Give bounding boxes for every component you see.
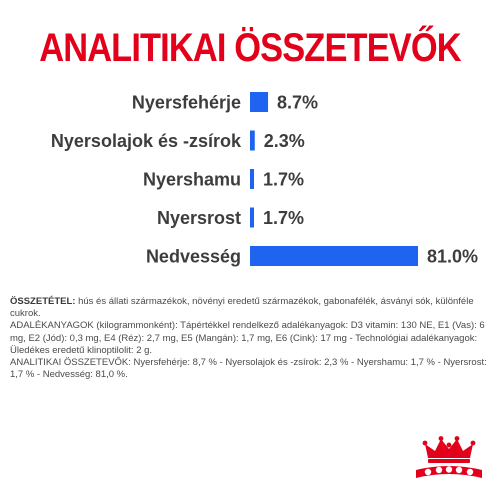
- category-label: Nedvesség: [146, 247, 241, 267]
- category-label: Nyersolajok és -zsírok: [51, 131, 242, 151]
- bar: [250, 246, 418, 266]
- category-label: Nyersrost: [157, 208, 241, 228]
- crown-icon: [422, 436, 476, 463]
- category-label: Nyershamu: [143, 170, 241, 190]
- analytic-components-chart: Nyersfehérje 8.7% Nyersolajok és -zsírok 2.…: [51, 92, 478, 267]
- bar: [250, 207, 254, 228]
- brand-logo: [416, 436, 482, 478]
- chart-marks: Nyersfehérje 8.7% Nyersolajok és -zsírok 2.…: [51, 92, 478, 267]
- value-label: 8.7%: [277, 93, 318, 113]
- composition-text: hús és állati származékok, növényi erede…: [10, 296, 474, 320]
- value-label: 2.3%: [264, 131, 305, 151]
- value-label: 81.0%: [427, 247, 478, 267]
- composition-label: ÖSSZETÉTEL:: [10, 296, 76, 307]
- category-label: Nyersfehérje: [132, 93, 241, 113]
- composition-info: ÖSSZETÉTEL: hús és állati származékok, n…: [10, 296, 488, 381]
- bar: [250, 130, 255, 151]
- bar: [250, 169, 254, 189]
- composition-paragraph: ÖSSZETÉTEL: hús és állati származékok, n…: [10, 296, 488, 320]
- bar: [250, 92, 269, 112]
- value-label: 1.7%: [263, 208, 304, 228]
- value-label: 1.7%: [263, 170, 304, 190]
- analytics-paragraph: ANALITIKAI ÖSSZETEVŐK: Nyersfehérje: 8,7…: [10, 357, 487, 381]
- page-title: ANALITIKAI ÖSSZETEVŐK: [39, 26, 461, 70]
- additives-paragraph: ADALÉKANYAGOK (kilogrammonként): Tápérté…: [10, 320, 485, 356]
- logo-base-icon: [416, 466, 482, 478]
